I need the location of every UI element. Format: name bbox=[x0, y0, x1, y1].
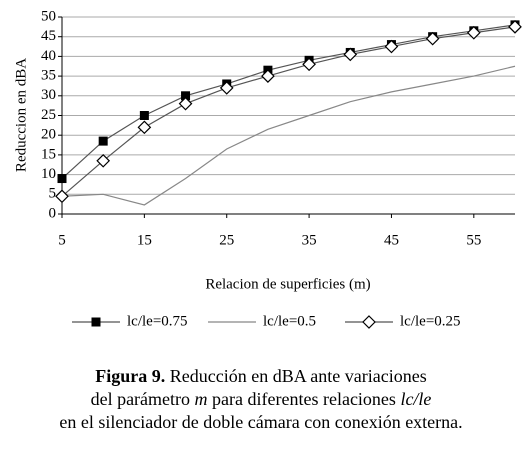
caption-text: para diferentes relaciones bbox=[208, 389, 401, 409]
caption-label: Figura 9. bbox=[95, 366, 165, 386]
x-tick-label: 5 bbox=[58, 232, 66, 248]
series-line bbox=[61, 26, 516, 197]
marker bbox=[57, 174, 67, 184]
legend-marker bbox=[91, 317, 101, 327]
caption-line: en el silenciador de doble cámara con co… bbox=[59, 412, 462, 432]
legend-label: lc/le=0.25 bbox=[400, 313, 461, 329]
caption-line: Figura 9. Reducción en dBA ante variacio… bbox=[95, 366, 426, 386]
caption-text: del parámetro bbox=[91, 389, 195, 409]
marker bbox=[178, 96, 193, 111]
y-tick-label: 25 bbox=[41, 107, 56, 123]
marker bbox=[466, 25, 481, 40]
caption-text: m bbox=[195, 389, 208, 409]
marker bbox=[261, 69, 275, 83]
y-tick-label: 15 bbox=[41, 146, 56, 162]
x-axis-label: Relacion de superficies (m) bbox=[205, 276, 370, 292]
series-line bbox=[61, 24, 516, 179]
caption-text: Reducción en dBA ante variaciones bbox=[165, 366, 426, 386]
y-tick-label: 35 bbox=[41, 68, 56, 84]
marker bbox=[384, 39, 399, 54]
marker bbox=[55, 189, 69, 204]
y-tick-label: 0 bbox=[49, 205, 57, 221]
y-tick-label: 40 bbox=[41, 48, 56, 64]
marker bbox=[508, 20, 522, 34]
y-tick-label: 50 bbox=[41, 8, 56, 24]
y-tick-label: 10 bbox=[41, 166, 56, 182]
marker bbox=[343, 47, 358, 62]
legend-label: lc/le=0.5 bbox=[263, 313, 316, 329]
marker bbox=[219, 81, 234, 95]
marker bbox=[137, 120, 152, 135]
x-tick-label: 55 bbox=[466, 232, 481, 248]
x-tick-label: 45 bbox=[384, 232, 399, 248]
y-tick-label: 45 bbox=[41, 28, 56, 44]
x-tick-label: 35 bbox=[302, 232, 317, 248]
caption-line: del parámetro m para diferentes relacion… bbox=[91, 389, 432, 409]
y-axis-label: Reduccion en dBA bbox=[13, 58, 29, 172]
marker bbox=[96, 153, 111, 168]
y-tick-label: 5 bbox=[49, 186, 57, 202]
y-tick-label: 20 bbox=[41, 127, 56, 143]
legend-label: lc/le=0.75 bbox=[127, 313, 188, 329]
marker bbox=[181, 91, 191, 101]
marker bbox=[98, 136, 108, 146]
caption-text: lc/le bbox=[400, 389, 431, 409]
legend-marker bbox=[362, 315, 376, 329]
marker bbox=[139, 111, 149, 120]
series-line bbox=[61, 65, 516, 206]
x-tick-label: 15 bbox=[137, 232, 152, 248]
marker bbox=[302, 57, 316, 72]
y-tick-label: 30 bbox=[41, 87, 56, 103]
marker bbox=[425, 31, 440, 46]
x-tick-label: 25 bbox=[219, 232, 234, 248]
